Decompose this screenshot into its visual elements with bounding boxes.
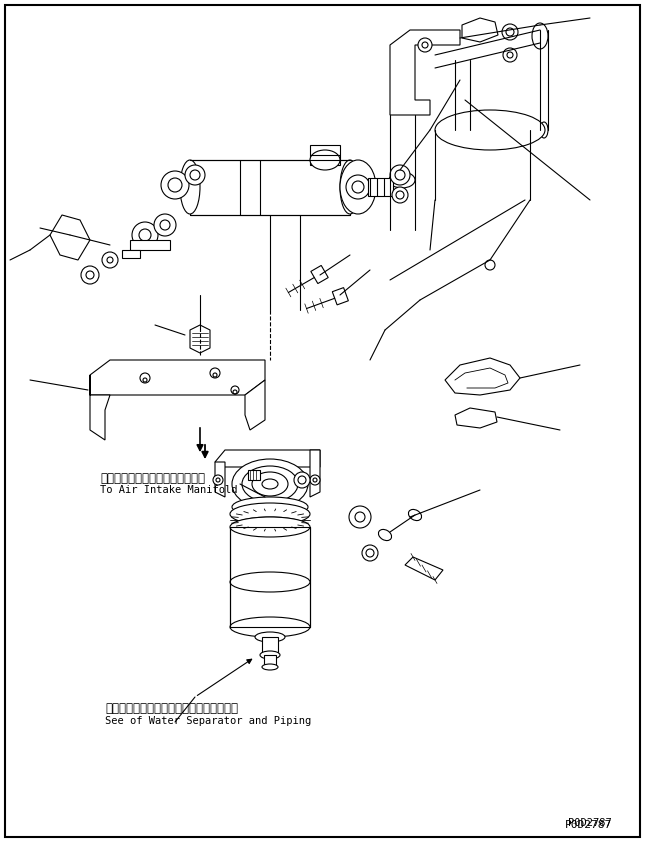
Circle shape [390, 165, 410, 185]
Ellipse shape [540, 122, 548, 138]
Text: P0D2787: P0D2787 [568, 818, 612, 828]
Bar [130, 240, 170, 250]
Polygon shape [90, 360, 265, 395]
Circle shape [346, 175, 370, 199]
Bar [190, 160, 350, 215]
Bar [264, 655, 276, 667]
Polygon shape [310, 450, 320, 497]
Polygon shape [215, 450, 320, 467]
Ellipse shape [260, 651, 280, 659]
Ellipse shape [252, 472, 288, 496]
Circle shape [310, 475, 320, 485]
Ellipse shape [242, 466, 298, 502]
Ellipse shape [232, 497, 308, 517]
Polygon shape [215, 462, 225, 497]
Polygon shape [311, 265, 328, 284]
Text: To Air Intake Manifold: To Air Intake Manifold [100, 485, 237, 495]
Polygon shape [455, 408, 497, 428]
Circle shape [161, 171, 189, 199]
Ellipse shape [230, 572, 310, 592]
Circle shape [502, 24, 518, 40]
Circle shape [154, 214, 176, 236]
Ellipse shape [389, 172, 415, 188]
Ellipse shape [379, 530, 392, 541]
Circle shape [349, 506, 371, 528]
Text: See of Water Separator and Piping: See of Water Separator and Piping [105, 716, 312, 726]
Ellipse shape [340, 160, 360, 214]
Bar [368, 178, 393, 196]
Polygon shape [390, 30, 460, 115]
Polygon shape [462, 18, 498, 42]
Ellipse shape [255, 632, 285, 642]
Ellipse shape [230, 617, 310, 637]
Circle shape [81, 266, 99, 284]
Ellipse shape [262, 664, 278, 670]
Polygon shape [405, 557, 443, 580]
Bar [230, 527, 310, 627]
Ellipse shape [230, 503, 310, 525]
Text: P0D2787: P0D2787 [565, 820, 612, 830]
Bar [122, 250, 140, 258]
Circle shape [503, 48, 517, 62]
Polygon shape [190, 325, 210, 353]
Ellipse shape [232, 517, 308, 537]
Ellipse shape [532, 23, 548, 49]
Ellipse shape [435, 110, 545, 150]
Polygon shape [332, 288, 348, 305]
Ellipse shape [235, 504, 305, 520]
Circle shape [213, 475, 223, 485]
Circle shape [132, 222, 158, 248]
Circle shape [185, 165, 205, 185]
Circle shape [231, 386, 239, 394]
Circle shape [210, 368, 220, 378]
Circle shape [102, 252, 118, 268]
Polygon shape [50, 215, 90, 260]
Bar [310, 145, 340, 165]
Bar [248, 470, 260, 480]
Text: エアーインテークマニホールドへ: エアーインテークマニホールドへ [100, 472, 205, 485]
Polygon shape [90, 375, 110, 440]
Polygon shape [445, 358, 520, 395]
Ellipse shape [340, 160, 376, 214]
Circle shape [362, 545, 378, 561]
Ellipse shape [408, 509, 422, 520]
Circle shape [140, 373, 150, 383]
Polygon shape [245, 380, 265, 430]
Ellipse shape [180, 160, 200, 214]
Bar [262, 637, 278, 655]
Ellipse shape [230, 517, 310, 537]
Text: ウォータセパレータおよびパイピング参照: ウォータセパレータおよびパイピング参照 [105, 702, 238, 715]
Ellipse shape [310, 150, 340, 170]
Circle shape [418, 38, 432, 52]
Circle shape [485, 260, 495, 270]
Circle shape [392, 187, 408, 203]
Ellipse shape [232, 459, 308, 509]
Circle shape [294, 472, 310, 488]
